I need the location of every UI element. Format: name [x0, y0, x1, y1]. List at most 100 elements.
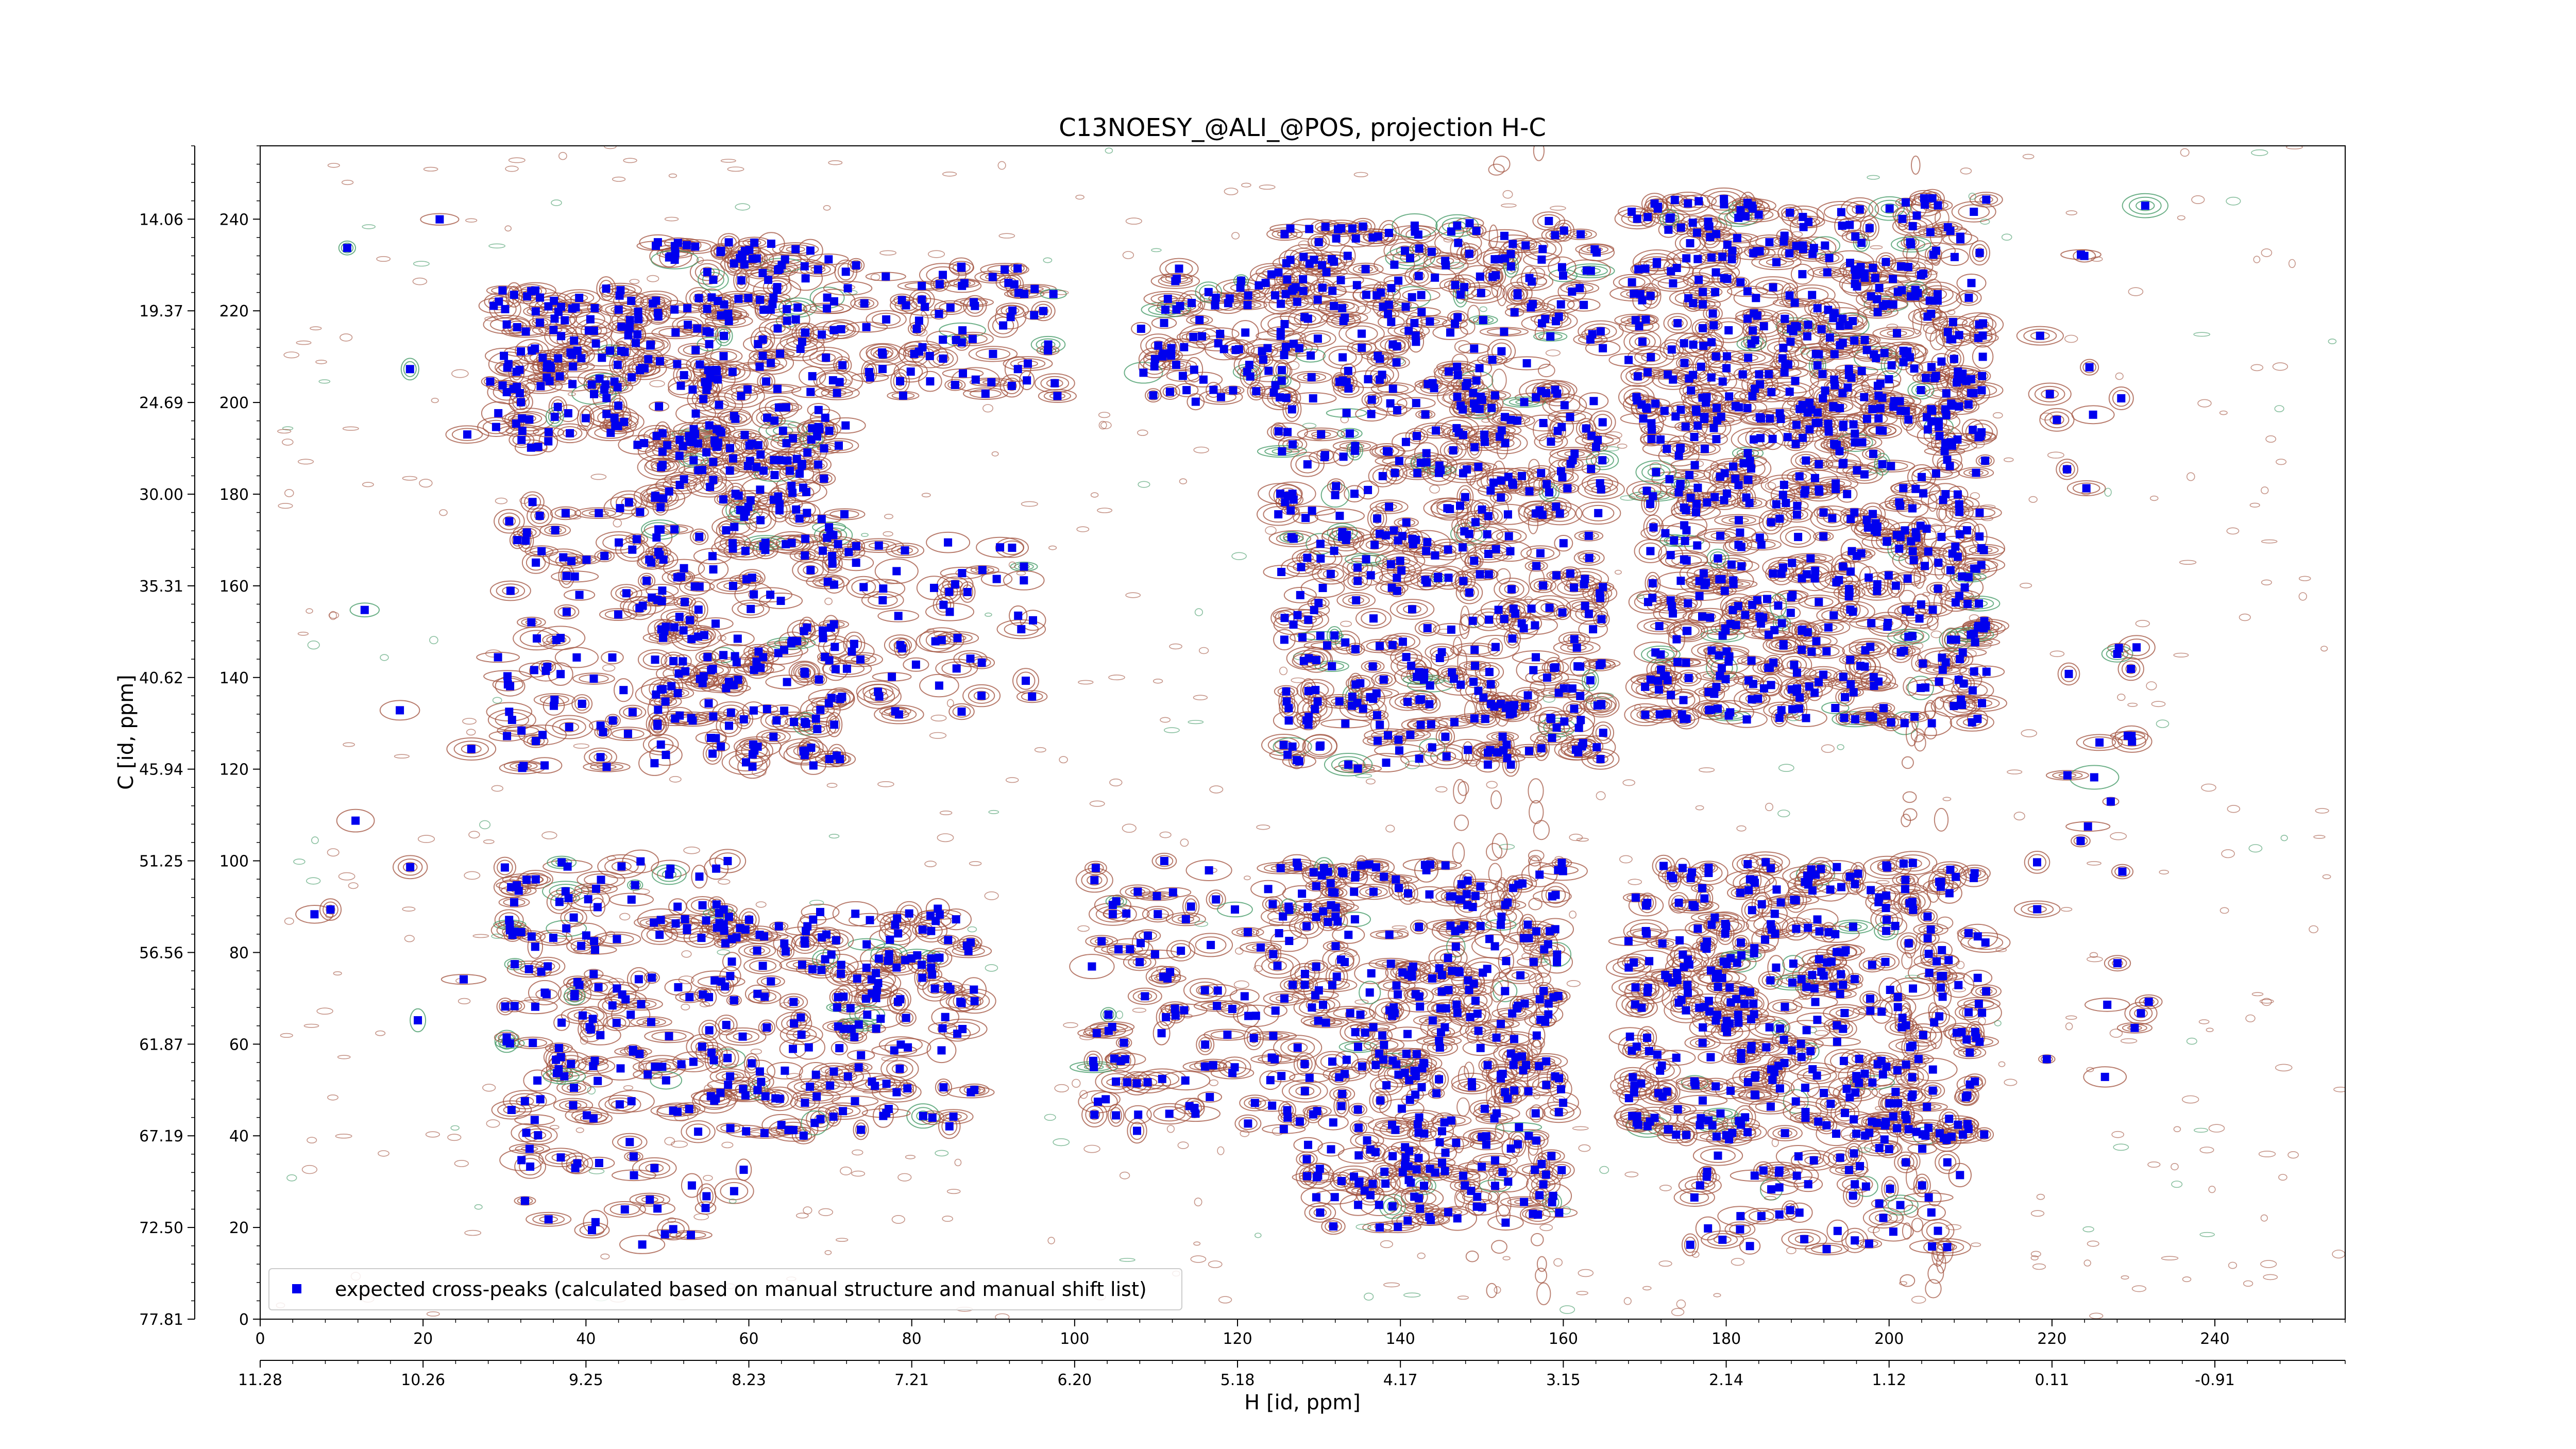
- contour-ring: [612, 729, 645, 739]
- contour-ring: [797, 916, 818, 936]
- contour-ring: [781, 1015, 807, 1032]
- contour-ring: [1019, 370, 1035, 391]
- contour-ring: [714, 938, 737, 949]
- contour-ring: [1006, 381, 1017, 391]
- contour-ring: [579, 409, 592, 428]
- contour-ring: [980, 263, 1029, 277]
- contour-ring: [577, 871, 625, 889]
- contour-ring: [690, 1037, 714, 1056]
- contour-ring: [644, 1029, 694, 1043]
- contour-ring: [553, 1098, 594, 1113]
- contour-ring: [692, 1088, 737, 1114]
- contour-ring: [768, 1118, 819, 1142]
- contour-ring: [871, 1044, 918, 1056]
- contour-ring: [968, 346, 1018, 362]
- contour-ring: [831, 1096, 879, 1107]
- contour-ring: [611, 861, 632, 872]
- contour-ring: [710, 244, 731, 260]
- contour-ring: [1012, 668, 1039, 694]
- contour-ring: [1003, 356, 1053, 372]
- contour-ring: [749, 511, 772, 529]
- contour-ring: [715, 1015, 738, 1036]
- contour-ring: [646, 481, 692, 502]
- contour-ring: [648, 304, 667, 322]
- contour-ring: [496, 583, 526, 598]
- contour-ring: [850, 296, 879, 310]
- contour-ring: [930, 308, 948, 320]
- contour-ring: [535, 959, 561, 973]
- contour-ring: [699, 698, 718, 709]
- contour-ring: [856, 680, 900, 703]
- contour-ring: [695, 650, 720, 664]
- contour-ring: [691, 970, 739, 991]
- contour-ring: [726, 995, 742, 1006]
- contour-ring: [753, 383, 802, 394]
- contour-ring: [587, 424, 634, 442]
- contour-ring: [723, 707, 739, 718]
- contour-ring: [758, 1019, 776, 1036]
- contour-ring: [995, 305, 1027, 330]
- contour-ring: [1043, 391, 1072, 401]
- contour-ring: [690, 528, 709, 545]
- contour-ring: [528, 980, 562, 1005]
- contour-ring: [671, 627, 712, 651]
- contour-ring: [735, 361, 784, 372]
- contour-ring: [975, 348, 1011, 360]
- contour-ring: [598, 1094, 641, 1114]
- contour-ring: [919, 673, 959, 698]
- contour-ring: [891, 1064, 908, 1074]
- contour-ring: [649, 401, 669, 412]
- contour-ring: [574, 883, 618, 895]
- contour-ring: [825, 1065, 871, 1088]
- contour-ring: [760, 1021, 773, 1034]
- contour-ring: [899, 1012, 914, 1024]
- contour-ring: [801, 1110, 829, 1136]
- contour-ring: [623, 706, 642, 718]
- contour-ring: [544, 324, 578, 348]
- contour-ring: [803, 302, 851, 314]
- contour-ring: [482, 419, 510, 434]
- contour-ring: [704, 1047, 723, 1073]
- contour-ring: [988, 313, 1019, 338]
- contour-ring: [643, 428, 670, 444]
- contour-ring: [497, 724, 547, 737]
- contour-ring: [584, 747, 617, 767]
- contour-ring: [605, 714, 621, 728]
- contour-ring: [758, 494, 790, 506]
- contour-ring: [872, 312, 901, 326]
- contour-ring: [779, 993, 808, 1011]
- contour-ring: [629, 588, 675, 606]
- contour-ring: [645, 457, 680, 473]
- contour-ring: [596, 276, 616, 301]
- contour-ring: [516, 397, 527, 407]
- contour-ring: [579, 1025, 621, 1046]
- contour-ring: [942, 368, 984, 379]
- contour-ring: [872, 1082, 922, 1103]
- contour-ring: [761, 731, 786, 742]
- contour-ring: [981, 571, 1013, 587]
- contour-ring: [738, 943, 776, 958]
- contour-ring: [890, 993, 906, 1011]
- contour-ring: [599, 280, 614, 298]
- contour-ring: [545, 715, 594, 739]
- contour-ring: [566, 922, 607, 949]
- contour-ring: [775, 1012, 812, 1035]
- contour-ring: [567, 989, 583, 1003]
- contour-ring: [832, 901, 878, 926]
- contour-ring: [810, 673, 827, 686]
- contour-ring: [523, 306, 549, 317]
- contour-ring: [842, 1019, 875, 1030]
- contour-ring: [811, 321, 856, 340]
- contour-ring: [709, 849, 747, 873]
- contour-ring: [646, 584, 679, 598]
- contour-ring: [783, 996, 804, 1008]
- contour-ring: [514, 1196, 536, 1206]
- contour-ring: [498, 512, 520, 530]
- contour-ring: [903, 345, 926, 363]
- contour-ring: [554, 647, 599, 668]
- contour-ring: [518, 870, 554, 889]
- contour-ring: [564, 911, 584, 924]
- contour-ring: [543, 860, 593, 874]
- contour-ring: [514, 282, 556, 299]
- contour-ring: [939, 302, 962, 313]
